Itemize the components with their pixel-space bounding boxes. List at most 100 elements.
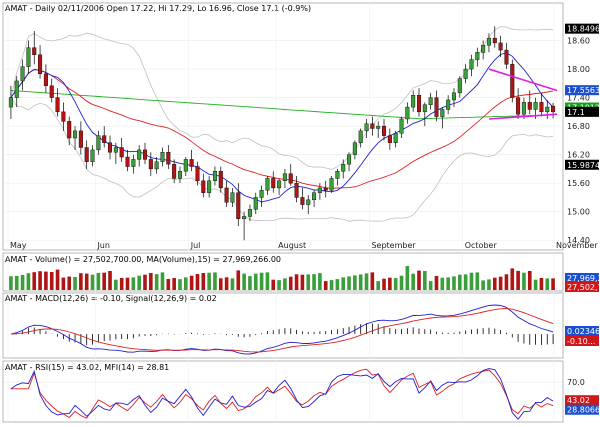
candle-up [335,171,340,179]
candle-down [288,173,293,184]
candle-up [469,59,474,70]
candle-up [259,190,264,198]
candle-down [539,102,544,113]
macd-histogram [16,323,554,346]
candle-up [137,149,142,160]
candle-up [277,180,282,189]
candle-up [545,106,550,113]
macd-panel [2,292,564,359]
volume-bar [26,273,31,290]
lower-band-line [10,97,554,222]
candle-up [481,45,486,53]
candle-down [61,111,66,122]
rsi-line [10,368,554,419]
volume-bar [201,273,206,290]
candle-up [475,52,480,60]
macd-badges: 0.023465-0.10... [565,326,600,346]
volume-bar [230,278,235,290]
volume-bar [312,274,316,290]
mfi-line [10,368,554,420]
candle-down [516,97,521,115]
candle-down [492,37,497,44]
candle-up [253,197,258,210]
volume-bar [376,281,380,290]
candle-up [207,180,212,193]
rsi-panel [2,360,564,423]
volume-bar [149,273,153,290]
candle-up [463,68,468,79]
y-tick-label: 15.00 [567,208,590,217]
price-badge-box [565,106,599,117]
volume-bar [288,276,293,290]
volume-bar [242,273,246,290]
volume-badge-box [565,273,599,283]
macd-badge-text: -0.10... [567,337,595,346]
candle-down [224,187,229,203]
volume-bar [44,271,48,290]
volume-bar [154,274,159,290]
volume-bar [131,277,136,290]
candle-up [242,216,247,220]
candle-down [527,102,532,110]
volume-bar [38,271,42,290]
trend-line-upper [488,68,558,92]
volume-bar [446,277,450,290]
volume-bar [20,274,25,290]
ma-red-line [10,69,554,189]
volume-header: AMAT - Volume() = 27,502,700.00, MA(Volu… [5,255,281,264]
volume-bar [364,273,369,290]
candle-down [323,187,328,191]
candle-up [154,161,159,170]
candle-down [300,197,305,205]
candle-down [551,105,556,113]
volume-bar [323,281,328,290]
volume-badges: 27,969,26627,502,700 [565,273,600,292]
volume-bar [463,274,468,290]
price-badge: 17.1 [565,106,599,117]
price-badge-box [565,159,599,170]
rsi-badge-text: 43.02 [567,396,590,405]
candle-down [236,192,241,220]
y-tick-label: 15.60 [567,179,590,188]
volume-panel [2,252,564,292]
candle-up [14,80,19,98]
candle-up [446,99,451,110]
volume-bar [294,274,299,290]
y-tick-label: 14.40 [567,236,590,245]
upper-band-line [10,26,554,170]
volume-bar [271,279,276,290]
volume-bar [14,275,19,290]
candle-up [90,149,95,162]
macd-header: AMAT - MACD(12,26) = -0.10, Signal(12,26… [5,294,217,303]
volume-bar [49,272,54,290]
volume-bar [358,274,363,290]
candle-up [440,109,445,117]
candle-down [387,135,392,143]
volume-bar [108,271,112,290]
trend-lines [488,68,558,120]
macd-badge-box [565,326,599,336]
candle-down [201,180,206,193]
volume-bar [405,266,410,290]
macd-lines [10,304,554,355]
candle-up [113,147,118,153]
volume-bar [61,277,66,290]
bollinger-bands [10,26,554,222]
price-badge: 18.8496 [565,23,600,34]
volume-bar [545,278,550,290]
candle-down [32,47,37,55]
candle-up [329,178,334,191]
candle-up [8,97,13,108]
price-badge-box [565,23,599,34]
price-badge-text: 17.5563 [567,86,600,95]
rsi-mfi-lines [10,368,554,420]
candle-down [218,171,223,189]
macd-badge-box [565,336,599,346]
volume-bar [353,275,357,290]
rsi-header: AMAT - RSI(15) = 43.02, MFI(14) = 28.81 [5,363,169,372]
candle-down [416,95,422,113]
volume-bar [259,272,264,290]
candle-down [172,163,177,179]
